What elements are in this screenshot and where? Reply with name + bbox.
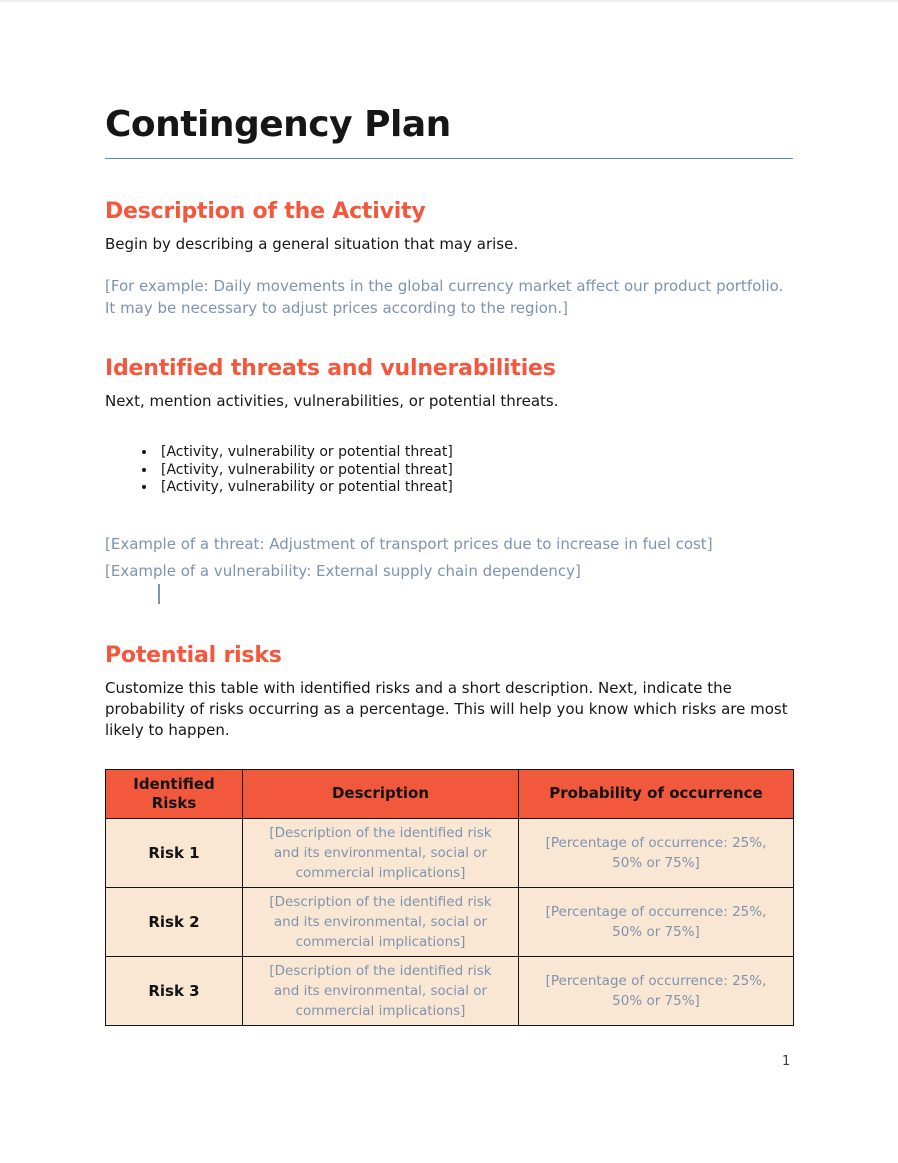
threat-bullet-item[interactable]: [Activity, vulnerability or potential th… <box>157 444 793 462</box>
risk-2-label-cell[interactable]: Risk 2 <box>105 886 243 957</box>
text-cursor <box>158 583 160 604</box>
col-header-identified-risks[interactable]: Identified Risks <box>105 768 243 819</box>
table-row: Risk 3 [Description of the identified ri… <box>105 955 794 1026</box>
document-title[interactable]: Contingency Plan <box>105 104 451 145</box>
table-row: Risk 2 [Description of the identified ri… <box>105 886 794 957</box>
threat-example-text[interactable]: [Example of a threat: Adjustment of tran… <box>105 534 713 553</box>
page-number: 1 <box>782 1054 791 1069</box>
vulnerability-example-text[interactable]: [Example of a vulnerability: External su… <box>105 561 581 580</box>
description-example-text[interactable]: [For example: Daily movements in the glo… <box>105 277 784 317</box>
heading-identified-threats[interactable]: Identified threats and vulnerabilities <box>105 356 556 381</box>
risk-1-description-cell[interactable]: [Description of the identified risk and … <box>242 817 519 888</box>
risk-2-probability-cell[interactable]: [Percentage of occurrence: 25%, 50% or 7… <box>518 886 794 957</box>
heading-potential-risks[interactable]: Potential risks <box>105 642 282 668</box>
threats-bullet-list: [Activity, vulnerability or potential th… <box>105 444 793 497</box>
risks-body-text[interactable]: Customize this table with identified ris… <box>105 678 788 739</box>
risk-3-label-cell[interactable]: Risk 3 <box>105 955 243 1026</box>
threat-bullet-item[interactable]: [Activity, vulnerability or potential th… <box>157 462 793 480</box>
table-header-row: Identified Risks Description Probability… <box>105 768 794 819</box>
risk-table: Identified Risks Description Probability… <box>105 768 794 1026</box>
threats-body-text[interactable]: Next, mention activities, vulnerabilitie… <box>105 392 559 410</box>
threat-bullet-item[interactable]: [Activity, vulnerability or potential th… <box>157 479 793 497</box>
heading-description-of-activity[interactable]: Description of the Activity <box>105 199 426 224</box>
risk-1-label-cell[interactable]: Risk 1 <box>105 817 243 888</box>
document-content: Contingency Plan Description of the Acti… <box>105 2 794 1026</box>
risk-3-probability-cell[interactable]: [Percentage of occurrence: 25%, 50% or 7… <box>518 955 794 1026</box>
caret-row[interactable] <box>105 583 793 604</box>
risk-1-probability-cell[interactable]: [Percentage of occurrence: 25%, 50% or 7… <box>518 817 794 888</box>
col-header-probability[interactable]: Probability of occurrence <box>518 768 794 819</box>
table-row: Risk 1 [Description of the identified ri… <box>105 817 794 888</box>
risk-3-description-cell[interactable]: [Description of the identified risk and … <box>242 955 519 1026</box>
col-header-description[interactable]: Description <box>242 768 519 819</box>
description-body-text[interactable]: Begin by describing a general situation … <box>105 235 519 253</box>
risk-2-description-cell[interactable]: [Description of the identified risk and … <box>242 886 519 957</box>
title-divider <box>105 158 793 159</box>
